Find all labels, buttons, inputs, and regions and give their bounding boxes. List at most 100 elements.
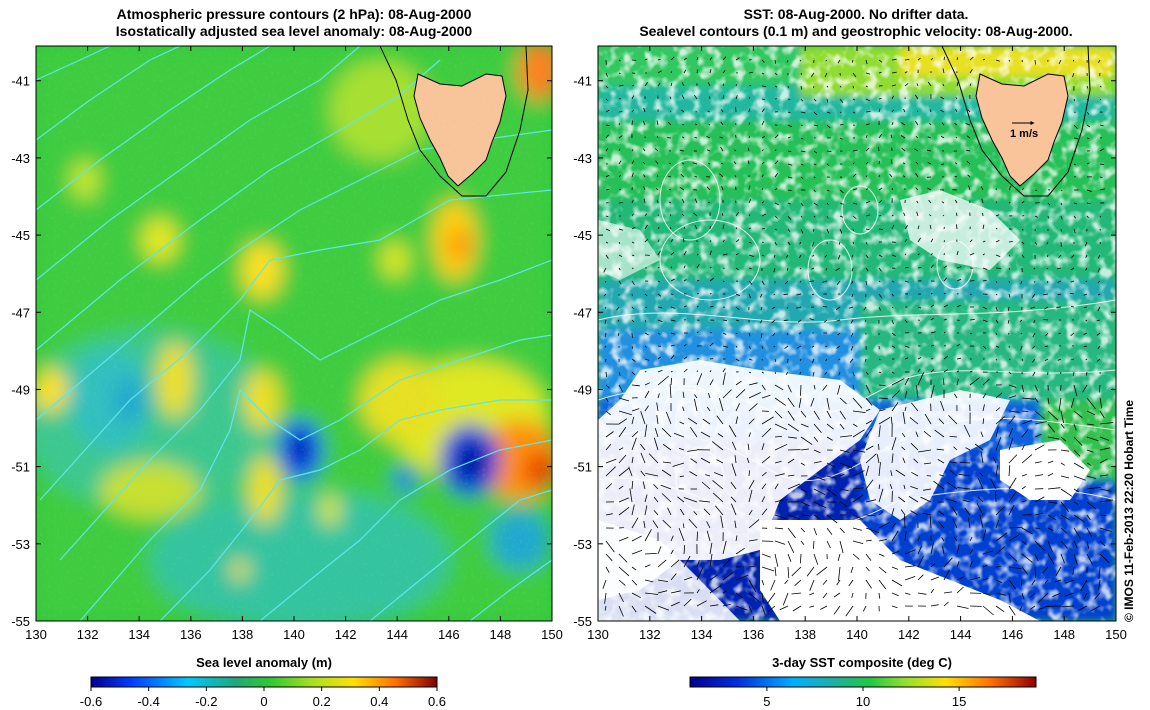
velocity-arrow xyxy=(995,227,998,230)
velocity-arrow xyxy=(865,358,867,362)
velocity-arrow xyxy=(878,133,883,139)
velocity-arrow xyxy=(785,371,789,375)
velocity-arrow xyxy=(774,85,778,88)
velocity-arrow xyxy=(1008,534,1020,542)
velocity-arrow xyxy=(1073,384,1078,397)
velocity-arrow xyxy=(689,426,698,438)
velocity-arrow xyxy=(980,431,984,438)
velocity-arrow xyxy=(969,239,973,243)
velocity-arrow xyxy=(748,71,753,74)
velocity-arrow xyxy=(903,108,906,113)
velocity-arrow xyxy=(852,384,855,390)
velocity-arrow xyxy=(644,529,652,542)
velocity-arrow xyxy=(618,280,622,285)
velocity-arrow xyxy=(748,254,754,257)
velocity-arrow xyxy=(1008,605,1016,616)
velocity-arrow xyxy=(995,319,999,324)
velocity-arrow xyxy=(1099,422,1114,425)
right-x-tick-label: 148 xyxy=(1053,627,1075,642)
velocity-arrow xyxy=(1057,293,1062,296)
velocity-arrow xyxy=(1099,488,1112,492)
velocity-arrow xyxy=(839,137,843,140)
velocity-arrow xyxy=(865,200,871,204)
sst-map[interactable]: 1 m/s xyxy=(598,46,1116,621)
velocity-arrow xyxy=(1047,460,1054,464)
velocity-arrow xyxy=(799,280,802,283)
velocity-arrow xyxy=(706,186,711,191)
velocity-arrow xyxy=(631,358,636,362)
velocity-arrow xyxy=(915,187,919,191)
velocity-arrow xyxy=(644,358,650,361)
velocity-arrow xyxy=(605,98,608,101)
velocity-arrow xyxy=(643,186,646,191)
velocity-arrow xyxy=(839,85,842,88)
velocity-arrow xyxy=(787,423,800,432)
velocity-arrow xyxy=(982,565,988,568)
velocity-arrow xyxy=(731,463,737,477)
velocity-arrow xyxy=(605,188,610,191)
velocity-arrow xyxy=(1072,371,1075,377)
velocity-arrow xyxy=(735,535,738,542)
velocity-arrow xyxy=(731,441,737,451)
velocity-arrow xyxy=(1083,293,1088,296)
velocity-arrow xyxy=(748,509,753,516)
velocity-arrow xyxy=(1008,293,1011,298)
velocity-arrow xyxy=(696,600,707,607)
sla-colorbar: Sea level anomaly (m) -0.6 -0.4 -0.2 0 0.2 0.… xyxy=(80,655,446,709)
velocity-arrow xyxy=(631,267,634,270)
right-x-tick-label: 130 xyxy=(587,627,609,642)
velocity-arrow xyxy=(709,542,713,555)
velocity-arrow xyxy=(800,163,804,166)
velocity-arrow xyxy=(852,85,855,89)
velocity-arrow xyxy=(800,501,811,507)
velocity-arrow xyxy=(792,605,802,612)
velocity-arrow xyxy=(1073,215,1077,219)
velocity-arrow xyxy=(761,592,764,603)
velocity-arrow xyxy=(706,521,711,529)
velocity-arrow xyxy=(1008,526,1023,529)
velocity-arrow xyxy=(712,492,724,503)
velocity-arrow xyxy=(946,481,958,490)
velocity-arrow xyxy=(969,56,974,61)
velocity-arrow xyxy=(904,253,907,256)
velocity-arrow xyxy=(820,605,828,610)
sla-map[interactable] xyxy=(20,40,562,630)
velocity-arrow xyxy=(640,452,646,464)
velocity-arrow xyxy=(682,391,685,399)
velocity-arrow xyxy=(806,566,815,577)
velocity-arrow xyxy=(631,535,642,542)
velocity-arrow xyxy=(1020,345,1023,351)
velocity-arrow xyxy=(813,488,826,496)
velocity-arrow xyxy=(1008,415,1016,425)
velocity-arrow xyxy=(618,384,624,392)
velocity-arrow xyxy=(865,527,880,533)
velocity-arrow xyxy=(679,508,685,516)
velocity-arrow xyxy=(774,460,782,464)
velocity-arrow xyxy=(1060,462,1066,466)
velocity-arrow xyxy=(770,579,776,591)
velocity-arrow xyxy=(1099,436,1110,441)
velocity-arrow xyxy=(825,267,828,271)
velocity-arrow xyxy=(851,254,854,258)
velocity-arrow xyxy=(812,241,815,247)
velocity-arrow xyxy=(656,120,659,126)
velocity-arrow xyxy=(673,432,685,438)
velocity-arrow xyxy=(761,508,768,516)
velocity-scale-label: 1 m/s xyxy=(1010,128,1038,140)
velocity-arrow xyxy=(917,57,921,61)
velocity-arrow xyxy=(683,555,691,568)
velocity-arrow xyxy=(956,278,962,282)
velocity-arrow xyxy=(1008,427,1013,438)
colorbar-tick-label: -0.2 xyxy=(195,694,217,709)
velocity-arrow xyxy=(813,163,817,166)
velocity-arrow xyxy=(865,566,870,572)
velocity-arrow xyxy=(995,254,1001,257)
left-y-tick-label: -41 xyxy=(11,74,30,89)
velocity-arrow xyxy=(837,59,841,64)
velocity-arrow xyxy=(791,566,802,577)
velocity-arrow xyxy=(995,345,1000,348)
velocity-arrow xyxy=(1086,162,1090,165)
velocity-arrow xyxy=(748,432,751,438)
velocity-arrow xyxy=(995,579,1003,583)
velocity-arrow xyxy=(1085,319,1088,322)
